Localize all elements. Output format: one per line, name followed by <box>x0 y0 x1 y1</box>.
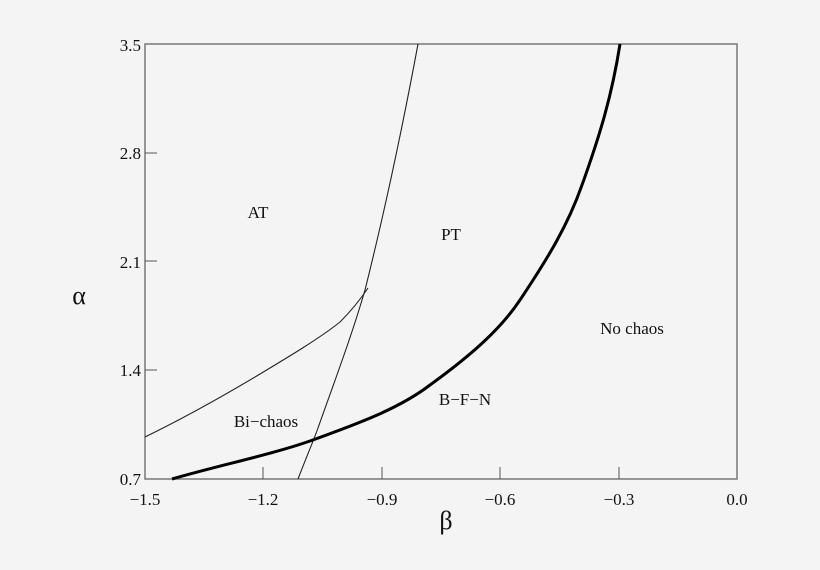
region-label-pt: PT <box>441 225 461 244</box>
y-tick-label: 3.5 <box>120 36 141 55</box>
y-tick-label: 1.4 <box>120 361 142 380</box>
region-label-at: AT <box>248 203 269 222</box>
boundary-at-bichaos <box>144 287 369 438</box>
region-label-nochaos: No chaos <box>600 319 664 338</box>
x-tick-label: 0.0 <box>726 490 747 509</box>
y-tick-label: 2.1 <box>120 253 141 272</box>
y-tick-label: 0.7 <box>120 470 142 489</box>
y-tick-label: 2.8 <box>120 144 141 163</box>
region-label-bichaos: Bi−chaos <box>234 412 298 431</box>
x-tick-label: −1.2 <box>248 490 279 509</box>
region-label-bfn: B−F−N <box>439 390 491 409</box>
y-axis-label: α <box>72 281 86 310</box>
x-axis-label: β <box>439 506 452 535</box>
boundary-chaos-nochaos <box>171 43 622 481</box>
y-axis <box>145 152 157 371</box>
x-axis <box>262 467 620 479</box>
x-tick-label: −1.5 <box>130 490 161 509</box>
x-tick-label: −0.9 <box>367 490 398 509</box>
x-tick-label: −0.6 <box>485 490 516 509</box>
boundary-at-pt <box>297 43 419 480</box>
x-tick-label: −0.3 <box>604 490 635 509</box>
